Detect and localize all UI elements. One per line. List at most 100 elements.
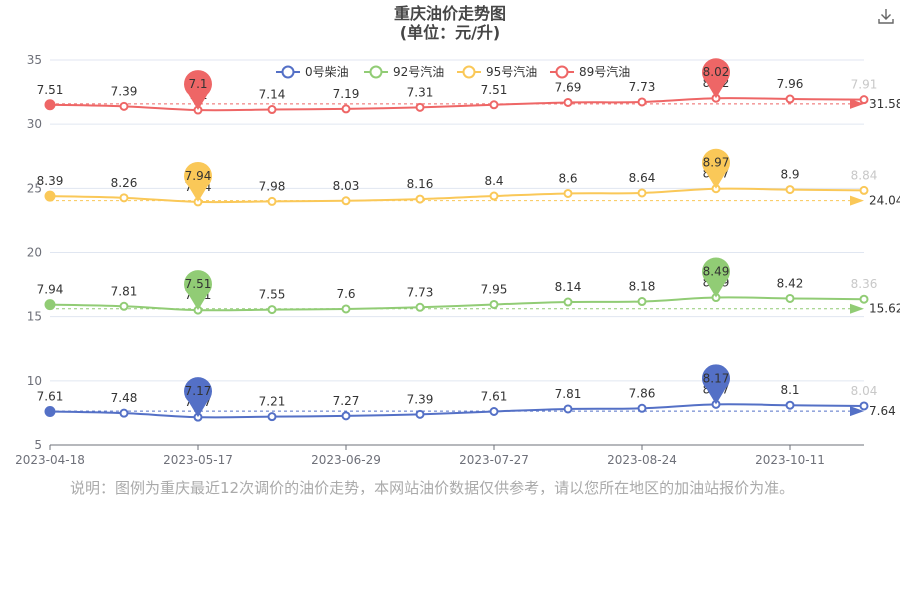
data-label: 8.18 [629, 280, 656, 294]
data-point [341, 304, 351, 314]
max-marker-label: 8.17 [703, 371, 730, 385]
data-point [859, 294, 869, 304]
data-point [341, 104, 351, 114]
data-label: 8.64 [629, 171, 656, 185]
min-marker [184, 70, 212, 111]
legend-label: 89号汽油 [579, 64, 630, 79]
data-label: 7.39 [407, 392, 434, 406]
y-tick-label: 30 [27, 117, 42, 131]
y-tick-label: 10 [27, 374, 42, 388]
data-point [44, 99, 56, 111]
data-point [859, 185, 869, 195]
min-marker-label: 7.1 [188, 77, 207, 91]
legend-label: 92号汽油 [393, 64, 444, 79]
data-label: 7.95 [481, 282, 508, 296]
min-marker [184, 377, 213, 418]
data-label: 8.14 [555, 280, 582, 294]
data-label: 8.1 [780, 383, 799, 397]
data-label: 7.86 [629, 386, 656, 400]
data-label: 7.91 [851, 78, 878, 92]
y-tick-label: 35 [27, 53, 42, 67]
legend-label: 95号汽油 [486, 64, 537, 79]
data-point [785, 400, 795, 410]
data-point [341, 196, 351, 206]
y-tick-label: 15 [27, 310, 42, 324]
min-marker-label: 7.17 [185, 384, 212, 398]
download-icon[interactable] [876, 6, 896, 26]
data-label: 8.6 [558, 171, 577, 185]
x-tick-label: 2023-08-24 [607, 453, 677, 467]
legend-symbol [462, 65, 476, 79]
data-label: 7.39 [111, 84, 138, 98]
chart-title: 重庆油价走势图 (单位：元/升) [0, 4, 900, 42]
data-label: 8.36 [851, 277, 878, 291]
data-point [859, 95, 869, 105]
data-label: 7.96 [777, 77, 804, 91]
average-label: 31.58 [869, 97, 900, 111]
data-point [415, 194, 425, 204]
data-label: 7.61 [37, 390, 64, 404]
data-label: 8.39 [37, 174, 64, 188]
legend-label: 0号柴油 [305, 65, 349, 79]
data-point [44, 190, 56, 202]
data-label: 7.73 [629, 80, 656, 94]
series-4: 31.58 7.51 7.39 7.1 7.14 7.19 7.31 7.51 7.69 7.73… [37, 58, 900, 115]
legend-item-1[interactable]: 0号柴油 [276, 65, 349, 79]
x-tick-label: 2023-05-17 [163, 453, 233, 467]
min-marker [184, 161, 212, 202]
data-point [415, 102, 425, 112]
data-label: 7.51 [481, 83, 508, 97]
data-point [489, 407, 499, 417]
legend-symbol [555, 65, 569, 79]
min-marker-label: 7.94 [185, 169, 212, 183]
data-label: 7.51 [37, 83, 64, 97]
series-line [49, 97, 865, 112]
data-point [785, 185, 795, 195]
data-label: 7.19 [333, 87, 360, 101]
data-point [119, 101, 129, 111]
legend-item-2[interactable]: 92号汽油 [364, 64, 444, 79]
series-layer: 7.64 7.61 7.48 7.17 7.21 7.27 7.39 7.61 7.81 7.86… [37, 58, 900, 422]
legend-symbol [369, 65, 383, 79]
series-1: 7.64 7.61 7.48 7.17 7.21 7.27 7.39 7.61 7.81 7.86… [37, 364, 896, 422]
data-point [637, 97, 647, 107]
data-label: 7.69 [555, 80, 582, 94]
x-tick-label: 2023-10-11 [755, 453, 825, 467]
data-point [119, 193, 129, 203]
data-label: 7.6 [336, 287, 355, 301]
data-label: 7.73 [407, 285, 434, 299]
data-point [267, 196, 277, 206]
legend-item-3[interactable]: 95号汽油 [457, 64, 537, 79]
legend-item-4[interactable]: 89号汽油 [550, 64, 630, 79]
legend[interactable]: 0号柴油 92号汽油 95号汽油 89号汽油 [276, 64, 630, 79]
data-label: 7.81 [111, 284, 138, 298]
series-line [49, 187, 865, 204]
series-line [49, 296, 865, 312]
data-point [415, 302, 425, 312]
data-point [341, 411, 351, 421]
x-tick-label: 2023-06-29 [311, 453, 381, 467]
data-label: 8.26 [111, 176, 138, 190]
data-label: 8.16 [407, 177, 434, 191]
data-label: 7.31 [407, 85, 434, 99]
footnote: 说明：图例为重庆最近12次调价的油价走势，本网站油价数据仅供参考，请以您所在地区… [70, 479, 795, 497]
data-label: 7.81 [555, 387, 582, 401]
max-marker-label: 8.02 [703, 65, 730, 79]
data-point [563, 97, 573, 107]
data-point [563, 188, 573, 198]
average-arrow [850, 303, 864, 314]
average-arrow [850, 406, 864, 417]
chart-subtitle: (单位：元/升) [399, 23, 501, 42]
data-point [119, 408, 129, 418]
max-marker [702, 364, 730, 405]
data-point [489, 100, 499, 110]
legend-symbol [281, 65, 295, 79]
data-point [119, 301, 129, 311]
data-point [859, 401, 869, 411]
data-point [637, 188, 647, 198]
series-line [49, 403, 865, 419]
axes: 5 10 15 20 25 30 35 2023-04-18 2023-05-17 2023-06… [15, 53, 864, 467]
data-label: 7.21 [259, 395, 286, 409]
data-label: 8.9 [780, 168, 799, 182]
